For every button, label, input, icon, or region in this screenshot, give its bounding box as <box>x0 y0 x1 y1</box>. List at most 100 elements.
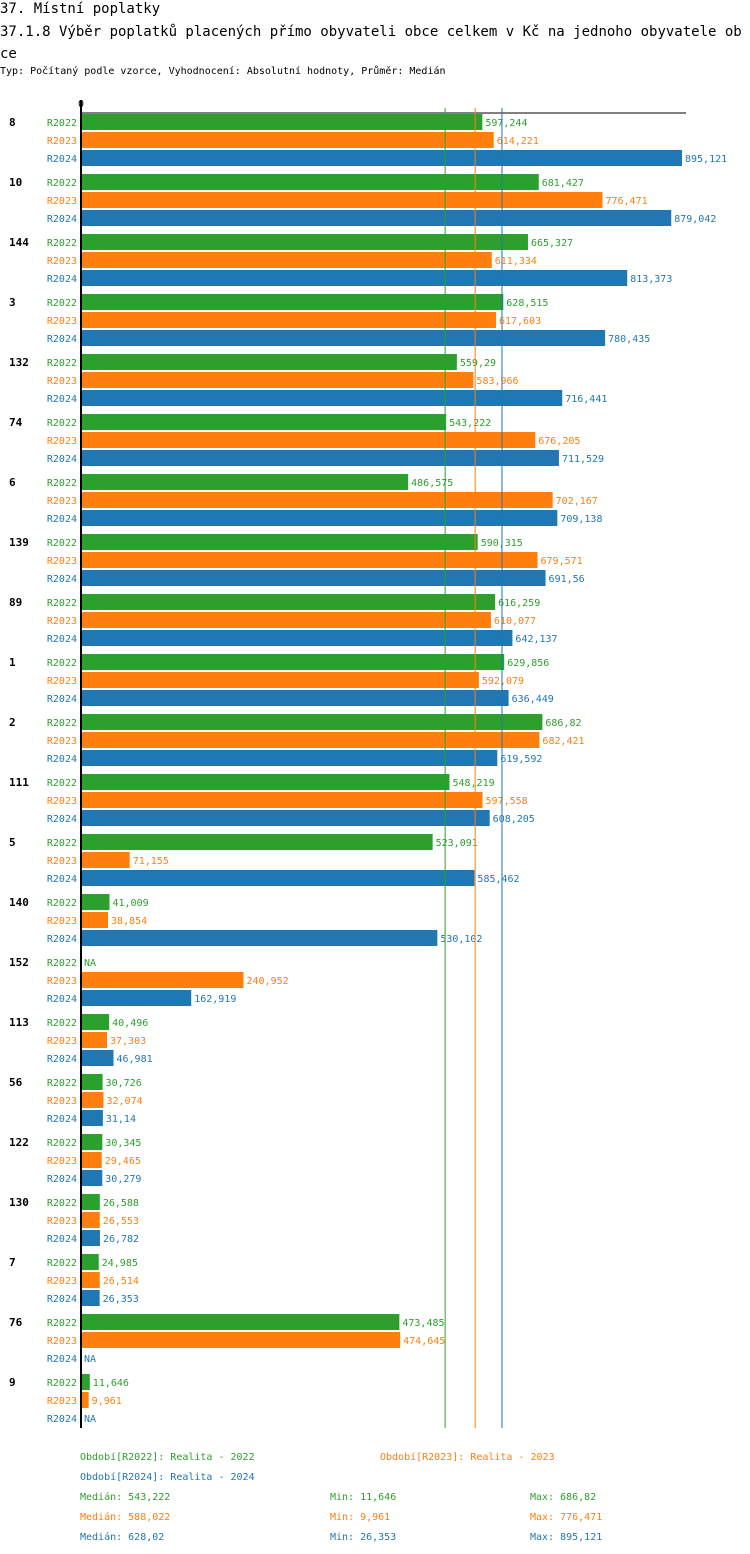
bar-r2024 <box>82 930 438 946</box>
series-row-label: R2023 <box>47 316 77 327</box>
bar-r2023 <box>82 252 492 268</box>
category-label: 140 <box>9 896 29 909</box>
data-label: 665,327 <box>531 238 573 249</box>
min-stat: Min: 9,961 <box>330 1512 390 1523</box>
category-label: 6 <box>9 476 16 489</box>
series-row-label: R2022 <box>47 238 77 249</box>
series-row-label: R2022 <box>47 1138 77 1149</box>
data-label: 681,427 <box>542 178 584 189</box>
bar-r2024 <box>82 1290 100 1306</box>
bar-r2022 <box>82 234 528 250</box>
bar-r2022 <box>82 894 110 910</box>
bar-r2024 <box>82 390 563 406</box>
data-label: 38,854 <box>111 916 147 927</box>
data-label: 32,074 <box>106 1096 142 1107</box>
series-row-label: R2022 <box>47 1318 77 1329</box>
data-label: 716,441 <box>565 394 607 405</box>
data-label: 676,205 <box>538 436 580 447</box>
bar-r2023 <box>82 1332 401 1348</box>
bar-r2024 <box>82 570 546 586</box>
min-stat: Min: 11,646 <box>330 1492 396 1503</box>
series-row-label: R2022 <box>47 1078 77 1089</box>
max-stat: Max: 895,121 <box>530 1532 602 1543</box>
category-label: 139 <box>9 536 29 549</box>
data-label: 776,471 <box>605 196 647 207</box>
series-row-label: R2024 <box>47 1054 77 1065</box>
bar-r2024 <box>82 210 672 226</box>
category-label: 74 <box>9 416 23 429</box>
category-label: 89 <box>9 596 22 609</box>
data-label: 682,421 <box>542 736 584 747</box>
bar-r2024 <box>82 1050 114 1066</box>
data-label: 895,121 <box>685 154 727 165</box>
data-label: 30,726 <box>106 1078 142 1089</box>
series-row-label: R2022 <box>47 598 77 609</box>
bar-r2022 <box>82 474 409 490</box>
bar-r2023 <box>82 432 536 448</box>
data-label: 11,646 <box>93 1378 129 1389</box>
bar-r2023 <box>82 1272 100 1288</box>
category-label: 113 <box>9 1016 29 1029</box>
category-label: 144 <box>9 236 29 249</box>
series-row-label: R2024 <box>47 1114 77 1125</box>
series-row-label: R2024 <box>47 754 77 765</box>
bar-r2023 <box>82 912 109 928</box>
data-label: 879,042 <box>674 214 716 225</box>
data-label: 592,079 <box>482 676 524 687</box>
bar-r2023 <box>82 792 483 808</box>
series-row-label: R2023 <box>47 1096 77 1107</box>
data-label: 523,091 <box>436 838 478 849</box>
series-row-label: R2023 <box>47 1336 77 1347</box>
series-row-label: R2022 <box>47 478 77 489</box>
bar-r2022 <box>82 1134 103 1150</box>
series-row-label: R2024 <box>47 1234 77 1245</box>
na-label: NA <box>84 958 96 969</box>
data-label: 26,782 <box>103 1234 139 1245</box>
data-label: 71,155 <box>133 856 169 867</box>
data-label: 608,205 <box>493 814 535 825</box>
data-label: 628,515 <box>506 298 548 309</box>
category-label: 152 <box>9 956 29 969</box>
data-label: 548,219 <box>452 778 494 789</box>
series-row-label: R2023 <box>47 136 77 147</box>
bar-r2023 <box>82 972 244 988</box>
bar-r2024 <box>82 1230 100 1246</box>
chart-title: 37.1.8 Výběr poplatků placených přímo ob… <box>0 24 742 62</box>
data-label: 530,102 <box>440 934 482 945</box>
data-label: 543,222 <box>449 418 491 429</box>
data-label: 583,966 <box>476 376 518 387</box>
series-row-label: R2024 <box>47 634 77 645</box>
data-label: 559,29 <box>460 358 496 369</box>
category-label: 7 <box>9 1256 16 1269</box>
bar-r2023 <box>82 552 538 568</box>
data-label: 611,334 <box>495 256 537 267</box>
series-row-label: R2022 <box>47 718 77 729</box>
data-label: 597,558 <box>486 796 528 807</box>
category-label: 122 <box>9 1136 29 1149</box>
bar-r2023 <box>82 1032 108 1048</box>
category-label: 8 <box>9 116 16 129</box>
bar-r2023 <box>82 312 496 328</box>
bar-r2022 <box>82 774 450 790</box>
category-label: 3 <box>9 296 16 309</box>
series-row-label: R2024 <box>47 574 77 585</box>
data-label: 240,952 <box>247 976 289 987</box>
bar-r2024 <box>82 510 558 526</box>
max-stat: Max: 776,471 <box>530 1512 602 1523</box>
bar-r2022 <box>82 1374 90 1390</box>
bar-r2022 <box>82 594 496 610</box>
category-label: 130 <box>9 1196 29 1209</box>
data-label: 619,592 <box>500 754 542 765</box>
bar-r2023 <box>82 612 491 628</box>
series-row-label: R2023 <box>47 496 77 507</box>
data-label: 37,303 <box>110 1036 146 1047</box>
data-label: 709,138 <box>560 514 602 525</box>
data-label: 616,259 <box>498 598 540 609</box>
series-row-label: R2023 <box>47 1036 77 1047</box>
series-row-label: R2022 <box>47 118 77 129</box>
series-row-label: R2022 <box>47 418 77 429</box>
series-row-label: R2023 <box>47 436 77 447</box>
data-label: 41,009 <box>112 898 148 909</box>
data-label: 813,373 <box>630 274 672 285</box>
bar-r2023 <box>82 852 130 868</box>
